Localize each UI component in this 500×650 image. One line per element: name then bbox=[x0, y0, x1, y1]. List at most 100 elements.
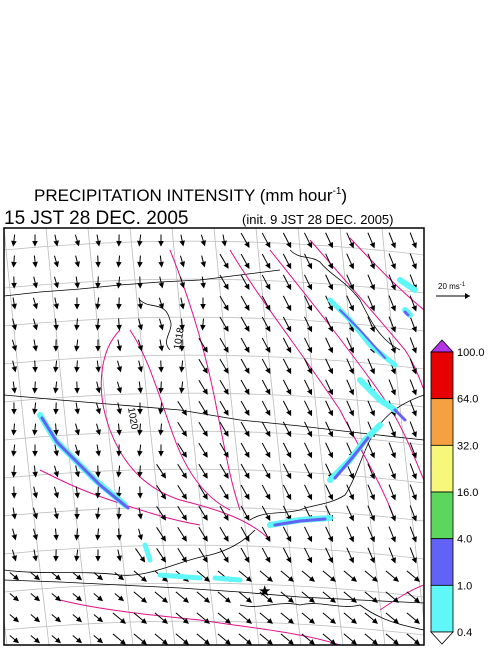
arrow-head bbox=[74, 345, 80, 352]
arrow-head bbox=[95, 555, 101, 562]
wind-arrow bbox=[74, 507, 80, 520]
arrow-head bbox=[265, 304, 271, 312]
wind-arrow bbox=[133, 633, 147, 645]
arrow-head bbox=[224, 639, 231, 645]
arrow-head bbox=[74, 366, 80, 373]
wind-arrow bbox=[409, 253, 417, 270]
wind-arrow bbox=[53, 255, 59, 268]
arrow-head bbox=[329, 597, 336, 603]
wind-arrow bbox=[367, 463, 375, 480]
wind-arrow bbox=[409, 442, 417, 459]
wind-arrow bbox=[158, 339, 164, 352]
arrow-head bbox=[287, 576, 294, 582]
arrow-head bbox=[53, 387, 59, 394]
arrow-head bbox=[33, 616, 41, 623]
arrow-head bbox=[327, 388, 334, 396]
wind-arrow bbox=[409, 526, 417, 543]
arrow-head bbox=[369, 326, 375, 333]
arrow-head bbox=[411, 305, 417, 312]
colorbar-segment bbox=[430, 538, 454, 586]
wind-arrow bbox=[53, 276, 59, 289]
arrow-head bbox=[137, 282, 143, 289]
arrow-head bbox=[411, 326, 417, 333]
arrow-head bbox=[202, 367, 208, 374]
wind-arrow bbox=[364, 570, 378, 582]
arrow-head bbox=[265, 346, 271, 354]
colorbar-top bbox=[430, 339, 454, 353]
arrow-head bbox=[411, 431, 417, 438]
arrow-head bbox=[307, 556, 313, 564]
wind-arrow bbox=[158, 402, 164, 415]
arrow-head bbox=[33, 574, 41, 581]
arrow-head bbox=[53, 240, 59, 247]
wind-arrow bbox=[137, 507, 143, 520]
arrow-head bbox=[223, 514, 229, 521]
arrow-head bbox=[137, 513, 143, 520]
arrow-head bbox=[32, 450, 38, 457]
wind-arrow bbox=[32, 318, 38, 331]
arrow-head bbox=[158, 429, 164, 436]
colorbar-label: 64.0 bbox=[457, 394, 478, 406]
wind-scale-arrow bbox=[436, 293, 470, 299]
arrow-head bbox=[181, 535, 187, 542]
wind-arrow bbox=[95, 486, 101, 499]
arrow-head bbox=[286, 556, 292, 564]
arrow-head bbox=[202, 514, 208, 521]
arrow-head bbox=[137, 366, 143, 373]
wind-arrow bbox=[282, 253, 292, 270]
arrow-head bbox=[287, 639, 294, 645]
wind-arrow bbox=[304, 400, 313, 417]
arrow-head bbox=[369, 473, 375, 480]
wind-arrow bbox=[409, 295, 417, 312]
arrow-head bbox=[369, 494, 375, 501]
arrow-head bbox=[390, 389, 396, 396]
wind-arrow bbox=[200, 276, 206, 289]
arrow-head bbox=[265, 430, 271, 438]
wind-arrow bbox=[53, 318, 59, 331]
arrow-head bbox=[11, 408, 17, 415]
arrow-head bbox=[223, 262, 229, 269]
wind-arrow bbox=[409, 337, 417, 354]
wind-arrow bbox=[343, 591, 357, 603]
arrow-head bbox=[11, 513, 17, 520]
wind-arrow bbox=[74, 402, 80, 415]
arrow-head bbox=[265, 388, 271, 396]
arrow-head bbox=[74, 429, 80, 436]
wind-arrow bbox=[11, 402, 17, 415]
arrow-head bbox=[244, 283, 250, 290]
wind-arrow bbox=[74, 549, 80, 562]
wind-arrow bbox=[280, 633, 294, 645]
wind-arrow bbox=[9, 593, 20, 602]
wind-arrow bbox=[409, 358, 417, 375]
arrow-head bbox=[411, 452, 417, 459]
wind-arrow bbox=[219, 400, 229, 416]
wind-arrow bbox=[240, 295, 250, 311]
arrow-head bbox=[96, 616, 104, 623]
wind-arrow bbox=[137, 276, 143, 289]
wind-arrow bbox=[238, 633, 252, 645]
wind-arrow bbox=[388, 463, 396, 480]
wind-arrow bbox=[53, 528, 59, 541]
arrow-head bbox=[307, 493, 313, 501]
wind-arrow bbox=[53, 465, 59, 478]
wind-arrow bbox=[240, 505, 250, 521]
wind-arrow bbox=[53, 339, 59, 352]
wind-arrow bbox=[74, 423, 80, 436]
wind-arrow bbox=[175, 591, 189, 603]
arrow-head bbox=[392, 618, 399, 624]
arrow-head bbox=[158, 240, 164, 247]
wind-arrow bbox=[11, 465, 17, 478]
wind-arrow bbox=[282, 526, 292, 543]
wind-arrow bbox=[322, 591, 336, 603]
wind-arrow bbox=[240, 526, 250, 542]
arrow-head bbox=[95, 513, 101, 520]
wind-arrow bbox=[217, 633, 231, 645]
meridian bbox=[255, 228, 302, 645]
arrow-head bbox=[95, 240, 101, 247]
arrow-head bbox=[348, 305, 354, 312]
arrow-head bbox=[137, 387, 143, 394]
arrow-head bbox=[75, 616, 83, 623]
wind-arrow bbox=[240, 253, 250, 269]
wind-arrow bbox=[74, 465, 80, 478]
arrow-head bbox=[54, 595, 62, 602]
